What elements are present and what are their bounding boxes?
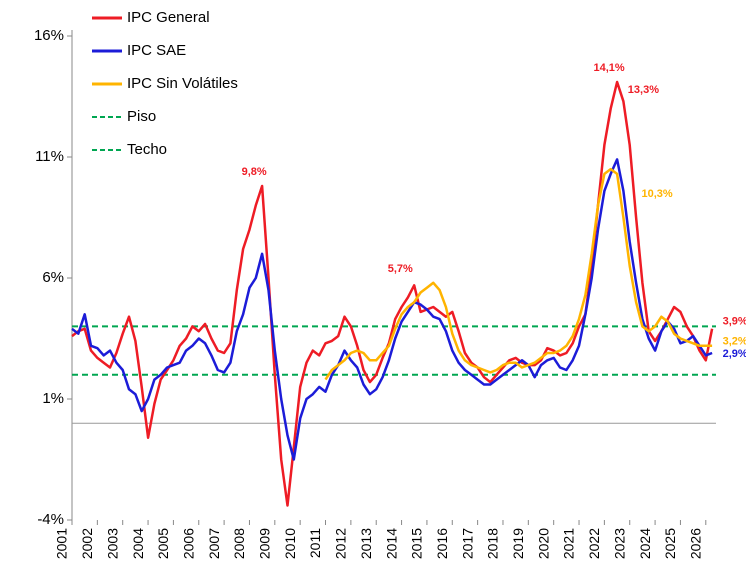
x-tick-label: 2004 [130, 528, 146, 559]
x-tick-label: 2002 [79, 528, 95, 559]
x-tick-label: 2013 [358, 528, 374, 559]
series-line [71, 80, 714, 507]
x-tick-label: 2025 [662, 528, 678, 559]
x-tick-label: 2007 [206, 528, 222, 559]
value-label: 14,1% [593, 62, 624, 74]
legend-label: Techo [127, 141, 167, 158]
x-tick-label: 2019 [510, 528, 526, 559]
x-tick-label: 2015 [409, 528, 425, 559]
x-tick-label: 2020 [535, 528, 551, 559]
x-tick-label: 2011 [307, 528, 323, 558]
y-tick-label: -4% [37, 511, 64, 528]
x-tick-label: 2026 [687, 528, 703, 559]
series-line [71, 158, 713, 461]
x-tick-label: 2022 [586, 528, 602, 559]
x-tick-label: 2014 [383, 528, 399, 559]
value-label: 10,3% [641, 188, 672, 200]
y-tick-label: 11% [35, 148, 64, 165]
series-line [324, 167, 713, 381]
x-tick-label: 2009 [257, 528, 273, 559]
x-tick-label: 2006 [180, 528, 196, 559]
y-tick-label: 16% [34, 27, 64, 44]
x-tick-label: 2023 [611, 528, 627, 559]
x-tick-label: 2024 [637, 528, 653, 559]
x-tick-label: 2012 [333, 528, 349, 559]
x-tick-label: 2017 [459, 528, 475, 559]
value-label: 3,2% [723, 336, 746, 348]
legend-label: IPC General [127, 9, 210, 26]
legend-label: IPC SAE [127, 42, 186, 59]
x-tick-label: 2016 [434, 528, 450, 559]
x-tick-label: 2005 [155, 528, 171, 559]
y-tick-label: 6% [42, 269, 64, 286]
y-tick-label: 1% [42, 390, 64, 407]
legend-label: IPC Sin Volátiles [127, 75, 238, 92]
value-label: 13,3% [628, 84, 659, 96]
value-label: 2,9% [723, 348, 746, 360]
x-tick-label: 2021 [561, 528, 577, 559]
x-tick-label: 2018 [485, 528, 501, 559]
x-tick-label: 2010 [282, 528, 298, 559]
value-label: 3,9% [723, 316, 746, 328]
x-tick-label: 2001 [54, 528, 70, 559]
x-tick-label: 2003 [104, 528, 120, 559]
legend-label: Piso [127, 108, 156, 125]
value-label: 9,8% [242, 166, 267, 178]
x-tick-label: 2008 [231, 528, 247, 559]
value-label: 5,7% [388, 263, 413, 275]
